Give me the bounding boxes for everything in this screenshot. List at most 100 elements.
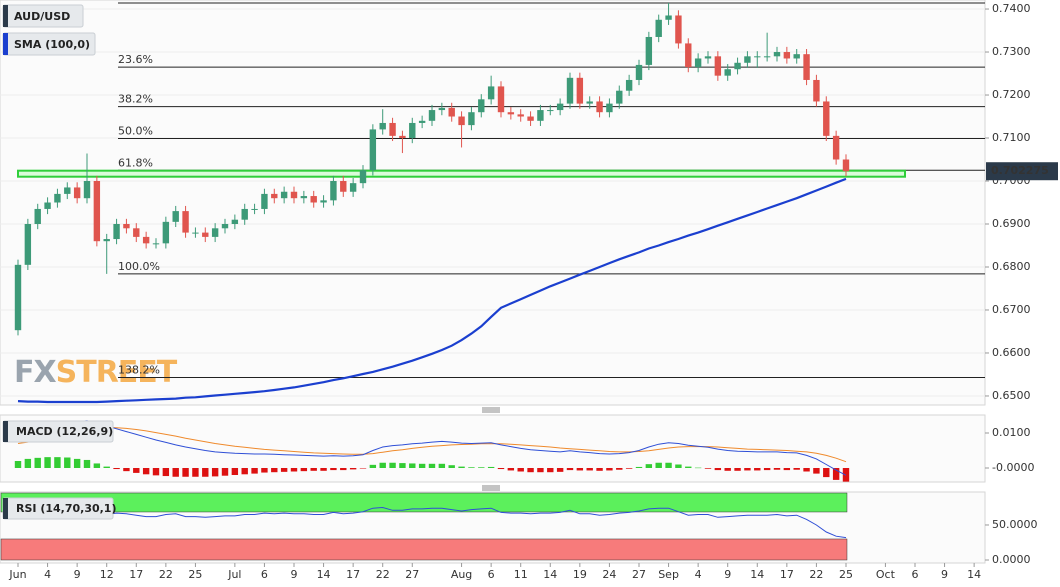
candle-body (625, 79, 633, 91)
histogram-bar (458, 466, 465, 468)
x-tick-label: Sep (658, 568, 679, 581)
histogram-bar (487, 466, 495, 468)
candle-body (704, 56, 712, 59)
histogram-bar (763, 467, 771, 471)
candle-body (73, 187, 81, 199)
candle-body (507, 112, 515, 115)
candle-body (93, 181, 101, 242)
candle-body (556, 103, 564, 111)
histogram-bar (635, 466, 643, 468)
histogram-bar (330, 467, 337, 471)
resize-handle[interactable] (482, 407, 500, 491)
candle-body (675, 15, 682, 44)
candle-body (251, 208, 258, 210)
histogram-bar (389, 462, 396, 468)
x-tick-label: 9 (290, 568, 297, 581)
histogram-bar (24, 458, 32, 468)
fib-label: 38.2% (118, 93, 153, 106)
macd-line (17, 420, 847, 476)
histogram-bar (754, 467, 761, 471)
candle-body (271, 193, 278, 199)
candle-body (537, 110, 544, 121)
candle-body (320, 200, 327, 203)
candle-body (231, 219, 239, 224)
candle-body (300, 196, 308, 199)
candle-body (428, 110, 436, 121)
histogram-bar (803, 467, 810, 472)
legend-label: SMA (100,0) (14, 38, 90, 51)
rsi-title: RSI (14,70,30,1) (16, 502, 116, 515)
histogram-bar (655, 462, 662, 468)
x-tick-label: 25 (188, 568, 202, 581)
candle-body (685, 43, 692, 68)
candle-body (103, 239, 110, 242)
sma-line (17, 177, 847, 404)
histogram-bar (793, 467, 800, 470)
histogram-bar (586, 467, 593, 471)
candle-body (290, 191, 298, 199)
x-tick-label: 27 (405, 568, 419, 581)
x-tick-label: Jun (8, 568, 26, 581)
x-tick-label: 4 (44, 568, 51, 581)
candle-body (773, 52, 781, 57)
x-tick-label: 6 (261, 568, 268, 581)
histogram-bar (349, 467, 357, 470)
histogram-bar (616, 467, 623, 470)
fib-label: 61.8% (118, 156, 153, 169)
last-price-label: 0.702275 (991, 164, 1049, 177)
histogram-bar (320, 467, 327, 471)
histogram-bar (448, 465, 455, 468)
histogram-bar (645, 464, 653, 468)
histogram-bar (280, 467, 288, 472)
y-tick-label: -0.0000 (992, 461, 1034, 474)
histogram-bar (14, 460, 22, 468)
symbol-marker (3, 5, 8, 27)
candle-body (497, 86, 505, 113)
candle-body (152, 243, 160, 245)
fib-label: 100.0% (118, 260, 160, 273)
y-tick-label: 0.6800 (992, 260, 1031, 273)
candle-body (64, 187, 71, 194)
histogram-bar (152, 467, 160, 476)
candle-body (409, 122, 416, 139)
x-tick-label: Jul (227, 568, 241, 581)
candle-body (635, 64, 643, 80)
support-zone (17, 169, 906, 178)
macd-marker (3, 421, 8, 442)
histogram-bar (537, 467, 544, 473)
histogram-bar (694, 467, 702, 469)
x-tick-label: 6 (911, 568, 918, 581)
x-tick-label: 9 (941, 568, 948, 581)
histogram-bar (773, 467, 781, 470)
y-tick-label: 0.6600 (992, 346, 1031, 359)
x-tick-label: 6 (488, 568, 495, 581)
histogram-bar (172, 467, 179, 477)
x-tick-label: 22 (159, 568, 173, 581)
y-tick-label: 0.0100 (992, 426, 1031, 439)
x-tick-label: 19 (573, 568, 587, 581)
x-tick-label: 9 (74, 568, 81, 581)
candle-body (241, 208, 248, 220)
histogram-bar (409, 463, 416, 468)
candle-body (783, 52, 791, 59)
candle-body (586, 101, 593, 104)
candle-body (547, 110, 554, 112)
y-tick-label: 0.7300 (992, 45, 1031, 58)
candle-body (566, 77, 574, 104)
candle-body (54, 193, 61, 203)
candle-body (359, 170, 367, 184)
candle-body (182, 211, 189, 233)
histogram-bar (497, 467, 505, 470)
macd-title: MACD (12,26,9) (16, 425, 113, 438)
candle-body (133, 228, 140, 237)
candle-body (832, 135, 840, 160)
histogram-bar (44, 457, 51, 468)
candle-body (438, 107, 446, 111)
fib-label: 50.0% (118, 124, 153, 137)
candle-body (606, 103, 613, 113)
candle-body (172, 211, 179, 222)
candle-body (369, 129, 377, 171)
x-tick-label: 9 (724, 568, 731, 581)
candle-body (310, 196, 317, 203)
